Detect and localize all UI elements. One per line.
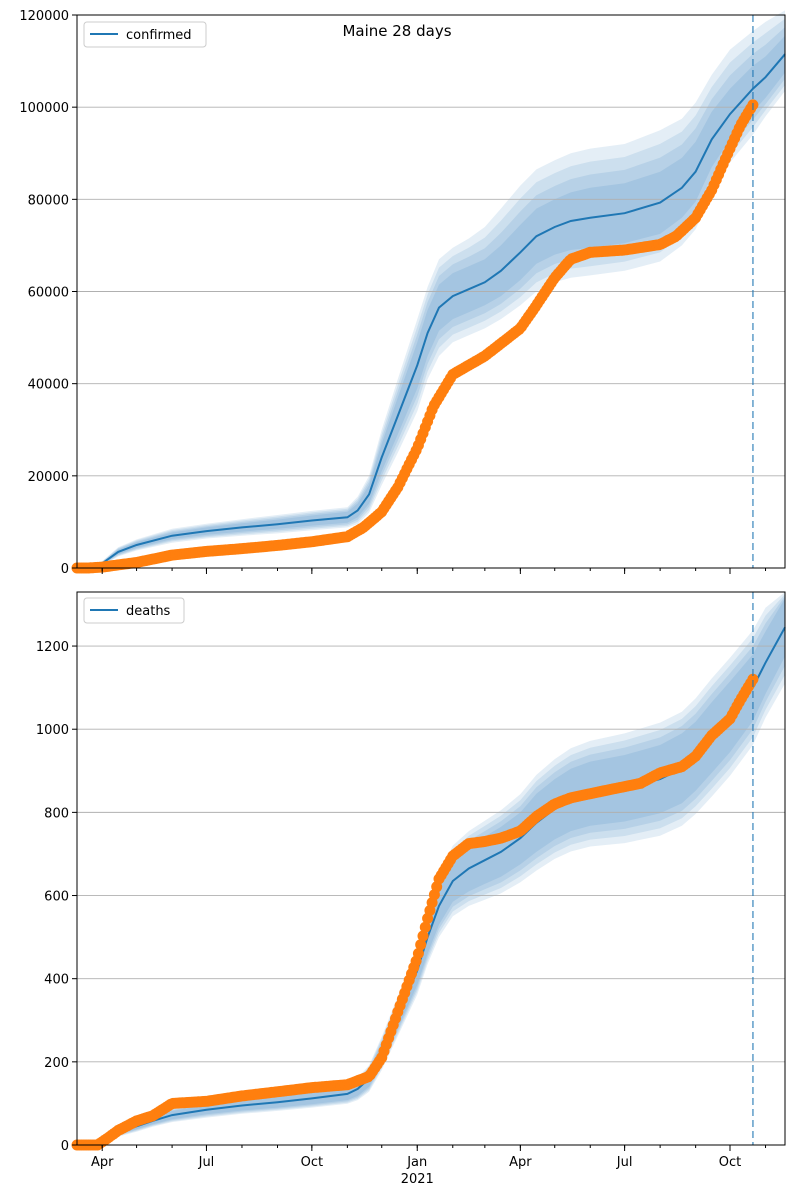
confirmed-ytick-label: 40000 [28, 378, 69, 393]
xtick-label: Apr [91, 1155, 114, 1170]
xtick-label: Oct [301, 1155, 323, 1170]
legend-label-deaths: deaths [126, 604, 171, 619]
xtick-year-label: 2021 [401, 1172, 434, 1187]
confirmed-axes: 0 20000 40000 60000 80000 100000 120000 [19, 9, 786, 577]
deaths-ytick-label: 800 [44, 806, 69, 821]
confirmed-observed-points [71, 99, 759, 574]
deaths-panel: 0 200 400 600 800 1000 1200 Apr Jul Oct Jan Apr Jul O… [36, 591, 786, 1187]
confirmed-legend: confirmed [83, 21, 207, 48]
deaths-ytick-label: 600 [44, 890, 69, 905]
deaths-observed-point [419, 921, 431, 933]
figure-title: Maine 28 days [342, 22, 451, 40]
deaths-axes: 0 200 400 600 800 1000 1200 Apr Jul Oct Jan Apr Jul O… [36, 591, 786, 1187]
deaths-ytick-label: 1000 [36, 723, 69, 738]
xtick-label: Oct [719, 1155, 741, 1170]
xtick-label: Jul [198, 1155, 215, 1170]
deaths-ytick-label: 200 [44, 1056, 69, 1071]
confirmed-uncertainty-bands [77, 10, 785, 569]
confirmed-axes-frame [76, 14, 786, 569]
confirmed-panel: 0 20000 40000 60000 80000 100000 120000 confir… [19, 9, 786, 577]
confirmed-ytick-label: 20000 [28, 470, 69, 485]
deaths-observed-point [747, 673, 759, 685]
confirmed-forecast-line [77, 53, 786, 569]
confirmed-band-1 [77, 10, 785, 568]
xtick-label: Jan [406, 1155, 427, 1170]
deaths-observed-point [417, 930, 429, 942]
deaths-observed-points [71, 673, 759, 1151]
deaths-legend: deaths [83, 597, 185, 624]
confirmed-ytick-label: 0 [61, 562, 69, 577]
deaths-ytick-label: 1200 [36, 640, 69, 655]
confirmed-median-line [77, 53, 786, 569]
deaths-observed-point [415, 939, 427, 951]
deaths-observed-point [412, 948, 424, 959]
legend-box [83, 597, 185, 624]
confirmed-band-3 [77, 27, 785, 569]
confirmed-ytick-label: 100000 [19, 101, 69, 116]
confirmed-ytick-label: 80000 [28, 193, 69, 208]
confirmed-ytick-label: 120000 [19, 9, 69, 24]
deaths-ytick-label: 400 [44, 973, 69, 988]
legend-box [83, 21, 207, 48]
xtick-label: Jul [616, 1155, 633, 1170]
xtick-label: Apr [509, 1155, 532, 1170]
confirmed-band-2 [77, 18, 785, 569]
legend-label-confirmed: confirmed [126, 28, 192, 43]
confirmed-ytick-label: 60000 [28, 286, 69, 301]
deaths-ytick-label: 0 [61, 1139, 69, 1154]
deaths-axes-frame [76, 591, 786, 1146]
